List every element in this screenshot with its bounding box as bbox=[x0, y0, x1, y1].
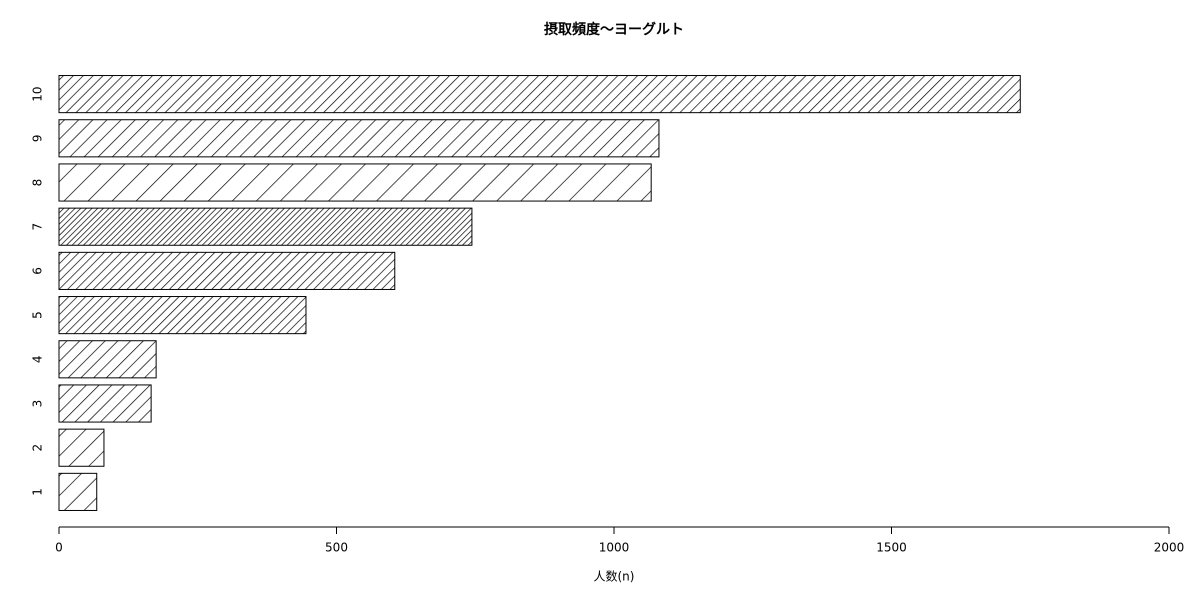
y-tick-label: 6 bbox=[31, 267, 45, 275]
bar bbox=[58, 163, 652, 202]
x-axis-label: 人数(n) bbox=[594, 569, 635, 584]
chart-title: 摂取頻度〜ヨーグルト bbox=[544, 21, 684, 38]
bar bbox=[58, 340, 157, 379]
y-tick-label: 8 bbox=[31, 179, 45, 187]
x-tick-label: 2000 bbox=[1154, 541, 1185, 555]
y-tick-label: 1 bbox=[31, 488, 45, 496]
x-tick-label: 500 bbox=[325, 541, 348, 555]
bar bbox=[58, 251, 396, 290]
bar bbox=[58, 75, 1021, 114]
y-tick-label: 2 bbox=[31, 444, 45, 452]
y-tick-label: 10 bbox=[31, 86, 45, 101]
y-tick-label: 7 bbox=[31, 223, 45, 231]
y-tick-label: 9 bbox=[31, 134, 45, 142]
y-tick-label: 5 bbox=[31, 311, 45, 319]
x-tick-label: 1500 bbox=[876, 541, 907, 555]
bar bbox=[58, 428, 105, 467]
y-tick-label: 4 bbox=[31, 355, 45, 363]
x-tick-label: 1000 bbox=[599, 541, 630, 555]
bar bbox=[58, 384, 152, 423]
bar bbox=[58, 207, 473, 246]
bar bbox=[58, 296, 307, 335]
bar bbox=[58, 119, 660, 158]
y-tick-label: 3 bbox=[31, 400, 45, 408]
x-tick-label: 0 bbox=[55, 541, 63, 555]
bar bbox=[58, 472, 98, 511]
